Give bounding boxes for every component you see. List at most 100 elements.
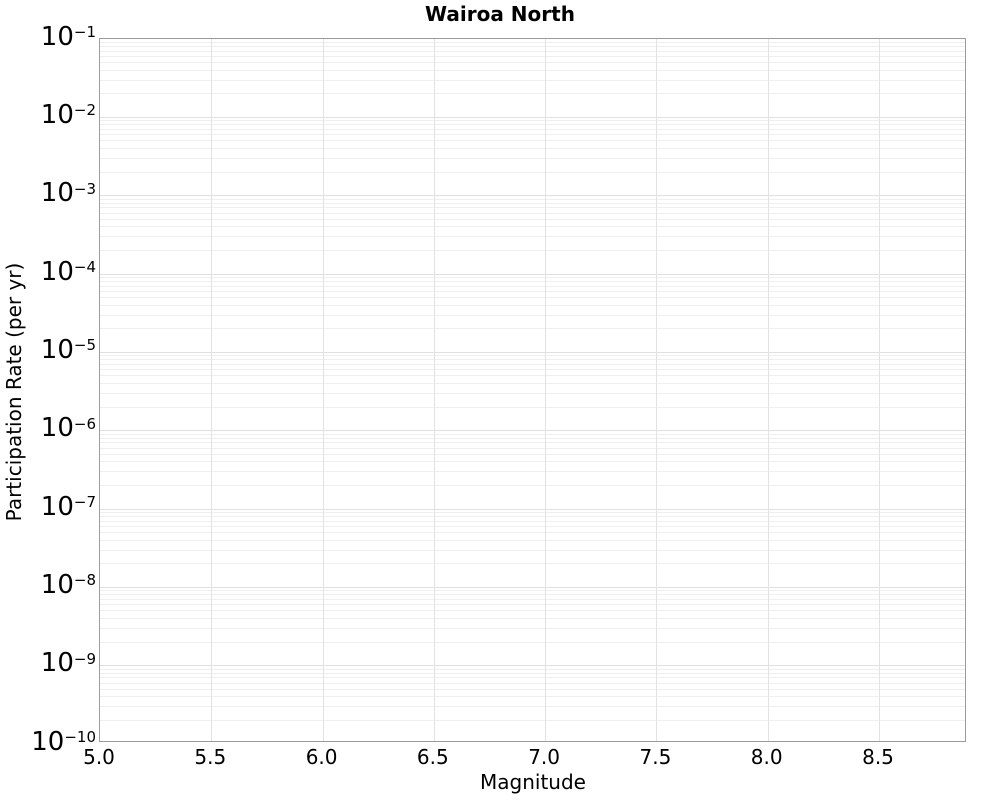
- y-minor-gridline: [100, 281, 965, 283]
- y-minor-gridline: [100, 129, 965, 130]
- y-minor-gridline: [100, 484, 965, 486]
- y-minor-gridline: [100, 525, 965, 527]
- y-minor-gridline: [100, 375, 965, 377]
- y-minor-gridline: [100, 249, 965, 251]
- y-minor-gridline: [100, 62, 965, 64]
- y-minor-gridline: [100, 124, 965, 126]
- y-minor-gridline: [100, 618, 965, 619]
- y-minor-gridline: [100, 453, 965, 455]
- x-tick-label: 6.0: [305, 745, 338, 769]
- x-tick-label: 5.0: [83, 745, 115, 769]
- y-tick-label: 10−8: [40, 569, 96, 600]
- y-minor-gridline: [100, 447, 965, 449]
- x-gridline: [545, 38, 547, 741]
- y-tick-label: 10−7: [40, 491, 96, 522]
- x-gridline: [656, 38, 658, 741]
- y-minor-gridline: [100, 212, 965, 214]
- y-minor-gridline: [100, 471, 965, 473]
- y-minor-gridline: [100, 668, 965, 670]
- y-major-gridline: [100, 273, 965, 275]
- y-minor-gridline: [100, 46, 965, 48]
- y-minor-gridline: [100, 297, 965, 299]
- y-minor-gridline: [100, 688, 965, 690]
- y-minor-gridline: [100, 364, 965, 365]
- y-minor-gridline: [100, 369, 965, 371]
- y-minor-gridline: [100, 140, 965, 142]
- y-minor-gridline: [100, 563, 965, 565]
- y-minor-gridline: [100, 590, 965, 592]
- y-major-gridline: [100, 508, 965, 510]
- x-tick-label: 7.5: [639, 745, 672, 769]
- y-minor-gridline: [100, 532, 965, 534]
- y-minor-gridline: [100, 50, 965, 52]
- x-tick-label: 8.5: [862, 745, 894, 769]
- y-minor-gridline: [100, 610, 965, 612]
- y-major-gridline: [100, 430, 965, 432]
- y-minor-gridline: [100, 604, 965, 606]
- y-minor-gridline: [100, 55, 965, 57]
- y-minor-gridline: [100, 42, 965, 44]
- y-minor-gridline: [100, 719, 965, 721]
- y-minor-gridline: [100, 406, 965, 408]
- y-minor-gridline: [100, 69, 965, 71]
- y-minor-gridline: [100, 134, 965, 136]
- y-major-gridline: [100, 116, 965, 118]
- y-minor-gridline: [100, 383, 965, 384]
- y-minor-gridline: [100, 171, 965, 173]
- y-minor-gridline: [100, 198, 965, 200]
- x-tick-label: 5.5: [194, 745, 227, 769]
- y-minor-gridline: [100, 672, 965, 674]
- y-minor-gridline: [100, 677, 965, 679]
- y-minor-gridline: [100, 290, 965, 292]
- x-gridline: [433, 38, 435, 741]
- y-minor-gridline: [100, 93, 965, 95]
- y-minor-gridline: [100, 355, 965, 357]
- y-tick-label: 10−1: [40, 21, 96, 52]
- x-gridline: [211, 38, 213, 741]
- y-minor-gridline: [100, 314, 965, 316]
- y-minor-gridline: [100, 599, 965, 600]
- y-minor-gridline: [100, 79, 965, 81]
- y-minor-gridline: [100, 277, 965, 279]
- y-minor-gridline: [100, 696, 965, 698]
- y-minor-gridline: [100, 359, 965, 361]
- y-tick-label: 10−5: [40, 334, 96, 365]
- y-tick-label: 10−10: [31, 726, 96, 757]
- x-tick-label: 7.0: [528, 745, 560, 769]
- chart-title: Wairoa North: [425, 2, 575, 26]
- y-tick-label: 10−4: [40, 256, 96, 287]
- y-tick-label: 10−9: [40, 648, 96, 679]
- y-tick-label: 10−2: [40, 99, 96, 130]
- y-minor-gridline: [100, 392, 965, 394]
- x-gridline: [767, 38, 769, 741]
- y-minor-gridline: [100, 202, 965, 204]
- y-minor-gridline: [100, 120, 965, 122]
- y-minor-gridline: [100, 236, 965, 238]
- y-minor-gridline: [100, 328, 965, 330]
- y-tick-label: 10−6: [40, 413, 96, 444]
- y-minor-gridline: [100, 641, 965, 643]
- y-minor-gridline: [100, 207, 965, 209]
- x-axis-label: Magnitude: [480, 770, 586, 794]
- y-major-gridline: [100, 195, 965, 197]
- x-tick-label: 6.5: [416, 745, 449, 769]
- y-major-gridline: [100, 665, 965, 667]
- y-minor-gridline: [100, 682, 965, 684]
- y-minor-gridline: [100, 539, 965, 541]
- y-minor-gridline: [100, 433, 965, 435]
- y-major-gridline: [100, 586, 965, 588]
- x-gridline: [322, 38, 324, 741]
- y-minor-gridline: [100, 437, 965, 439]
- y-major-gridline: [100, 351, 965, 353]
- plot-area: [99, 37, 966, 742]
- y-minor-gridline: [100, 461, 965, 463]
- y-minor-gridline: [100, 706, 965, 708]
- y-minor-gridline: [100, 594, 965, 596]
- x-tick-label: 8.0: [750, 745, 783, 769]
- y-minor-gridline: [100, 226, 965, 228]
- y-minor-gridline: [100, 218, 965, 220]
- y-minor-gridline: [100, 148, 965, 149]
- y-tick-label: 10−3: [40, 178, 96, 209]
- y-minor-gridline: [100, 512, 965, 514]
